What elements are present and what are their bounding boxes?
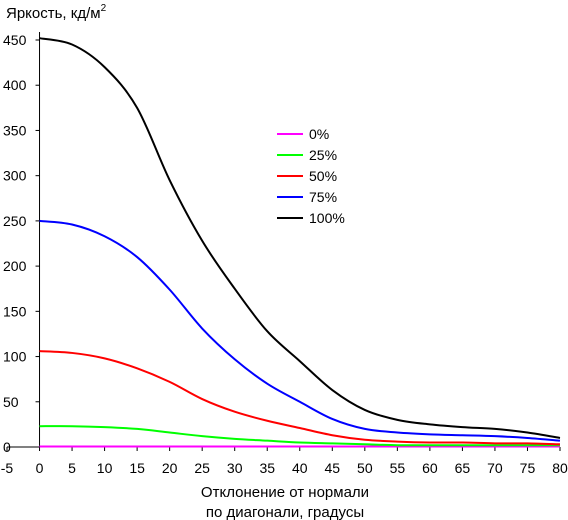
y-tick-label: 100 bbox=[3, 349, 27, 365]
legend-label-50pct: 50% bbox=[309, 168, 337, 184]
x-tick-label: 70 bbox=[487, 460, 503, 476]
x-tick-label: -5 bbox=[1, 460, 14, 476]
x-tick-label: 60 bbox=[422, 460, 438, 476]
x-tick-label: 80 bbox=[552, 460, 568, 476]
y-tick-label: 300 bbox=[3, 168, 27, 184]
legend-label-0pct: 0% bbox=[309, 126, 329, 142]
x-tick-label: 35 bbox=[259, 460, 275, 476]
x-tick-label: 15 bbox=[129, 460, 145, 476]
series-line-25pct bbox=[39, 425, 560, 447]
legend-label-75pct: 75% bbox=[309, 189, 337, 205]
series-line-75pct bbox=[39, 219, 561, 442]
x-axis-title-line1: Отклонение от нормали bbox=[201, 484, 369, 501]
x-axis-title-line2: по диагонали, градусы bbox=[206, 504, 364, 520]
y-tick-label: 400 bbox=[3, 77, 27, 93]
y-tick-label: 450 bbox=[3, 32, 27, 48]
x-tick-label: 10 bbox=[97, 460, 113, 476]
series-line-100pct bbox=[39, 37, 561, 439]
x-tick-label: 5 bbox=[68, 460, 76, 476]
y-tick-label: 250 bbox=[3, 213, 27, 229]
x-tick-label: 65 bbox=[455, 460, 471, 476]
x-tick-label: 75 bbox=[520, 460, 536, 476]
y-axis-title-text: Яркость, кд/м2 bbox=[6, 3, 107, 22]
x-tick-label: 20 bbox=[162, 460, 178, 476]
legend-label-25pct: 25% bbox=[309, 147, 337, 163]
y-tick-label: 350 bbox=[3, 122, 27, 138]
x-tick-label: 0 bbox=[36, 460, 44, 476]
x-tick-label: 55 bbox=[390, 460, 406, 476]
x-tick-label: 40 bbox=[292, 460, 308, 476]
y-tick-label: 50 bbox=[3, 394, 19, 410]
x-tick-label: 50 bbox=[357, 460, 373, 476]
x-tick-label: 25 bbox=[194, 460, 210, 476]
x-axis-title: Отклонение от нормали по диагонали, град… bbox=[201, 484, 369, 520]
y-axis-title: Яркость, кд/м2 bbox=[6, 3, 107, 22]
x-tick-label: 30 bbox=[227, 460, 243, 476]
legend-label-100pct: 100% bbox=[309, 210, 345, 226]
y-tick-label: 150 bbox=[3, 303, 27, 319]
x-tick-label: 45 bbox=[325, 460, 341, 476]
series-line-50pct bbox=[39, 350, 561, 446]
y-tick-label: 200 bbox=[3, 258, 27, 274]
